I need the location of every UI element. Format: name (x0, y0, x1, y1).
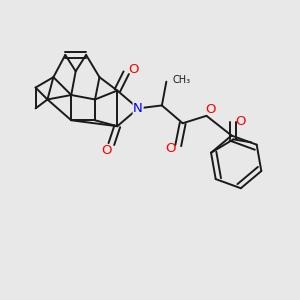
Text: N: N (133, 102, 143, 115)
Text: O: O (236, 115, 246, 128)
Text: O: O (166, 142, 176, 155)
Text: O: O (206, 103, 216, 116)
Text: CH₃: CH₃ (172, 75, 190, 85)
Text: O: O (128, 63, 139, 76)
Text: O: O (102, 143, 112, 157)
